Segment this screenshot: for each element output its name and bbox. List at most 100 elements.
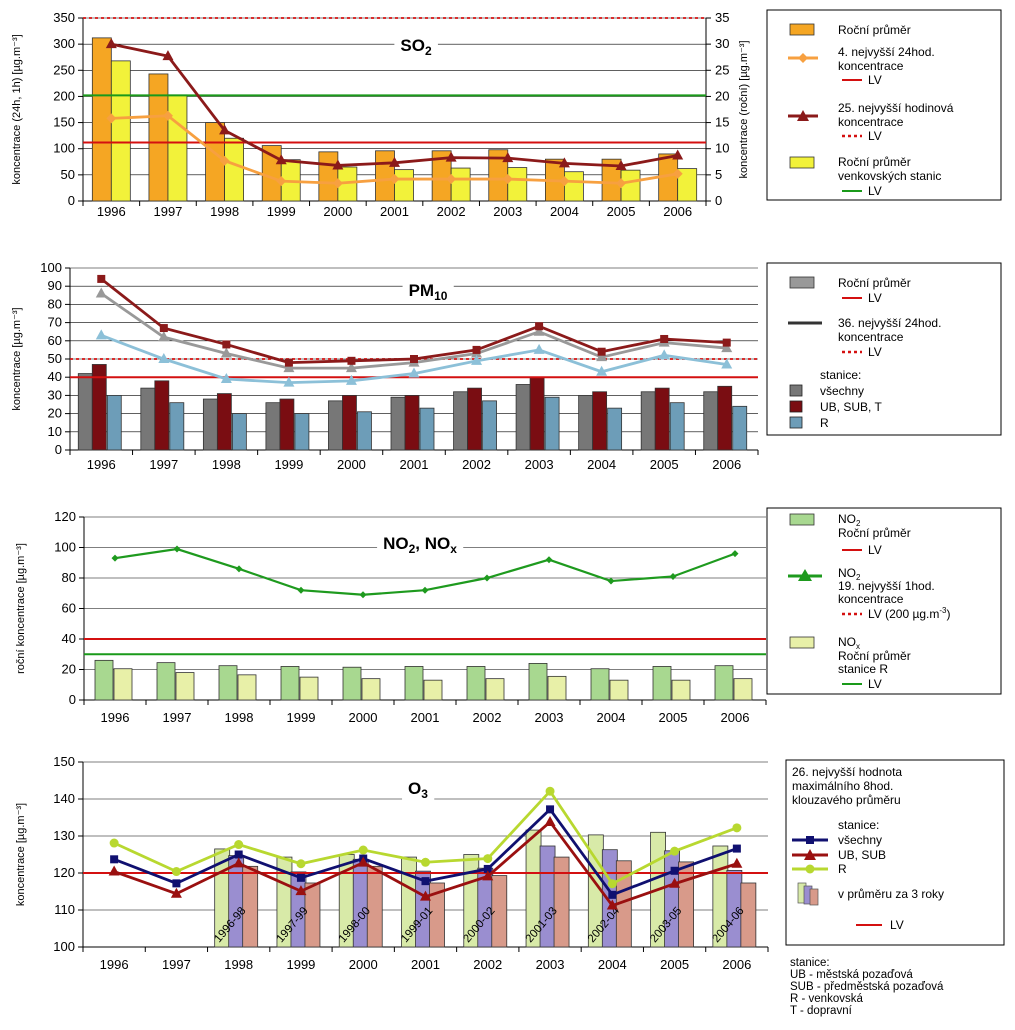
y-tick-label: 60 [48,333,62,348]
y-axis-label: koncentrace [µg.m⁻³] [11,307,23,410]
y-tick-label-right: 35 [715,10,729,25]
x-tick-label: 1999 [286,957,315,972]
x-tick-label: 2005 [607,204,636,219]
legend-label: 4. nejvyšší 24hod. [838,45,935,59]
legend-label: Roční průměr [838,155,911,169]
point [105,38,117,49]
legend-label: Roční průměr [838,649,911,663]
y-axis-label: koncentrace (24h, 1h) [µg.m⁻³] [11,34,23,184]
bar [553,856,570,948]
bar [106,394,122,451]
x-tick-label: 2003 [535,710,564,725]
point [276,176,287,187]
legend-label: klouzavého průměru [792,793,901,807]
legend-swatch-rural [789,156,815,169]
bar [318,151,339,202]
y-tick-label-right: 20 [715,88,729,103]
point [345,362,357,373]
point [606,899,618,910]
triangle-marker-icon [804,849,816,860]
bar [429,882,445,948]
x-tick-label: 2006 [721,710,750,725]
bar [450,167,471,202]
x-tick-label: 1998 [210,204,239,219]
legend-label: koncentrace [838,330,904,344]
point [544,815,556,826]
point [106,113,117,124]
bar [654,387,670,451]
bar [717,385,733,451]
point [732,844,741,853]
point [170,887,182,898]
legend-label: LV [868,73,882,87]
x-tick-label: 2001 [411,710,440,725]
point [721,342,733,353]
x-tick-label: 2003 [493,204,522,219]
x-tick-label: 2001 [411,957,440,972]
legend-label: v průměru za 3 roky [838,887,944,901]
point [596,365,608,376]
x-tick-label: 1998 [212,457,241,472]
legend-label: UB, SUB, T [820,400,882,414]
x-tick-label: 1997 [149,457,178,472]
legend-swatch-nox [789,636,815,649]
y-tick-label: 80 [62,570,76,585]
series-line [111,42,678,168]
point [109,838,119,848]
legend-label: Roční průměr [838,23,911,37]
bar [242,865,259,948]
legend-label: všechny [820,384,864,398]
legend-label: 25. nejvyšší hodinová [838,101,954,115]
bar [652,666,672,701]
point [483,574,491,582]
legend-swatch-r [789,416,803,429]
diamond-marker-icon [798,53,808,63]
legend-label: LV [868,184,882,198]
point [721,358,733,369]
legend-label: koncentrace [838,115,904,129]
y-tick-label: 140 [53,791,75,806]
point [111,554,119,562]
point [332,159,344,170]
point [533,325,545,336]
chart-title: SO2 [400,36,432,58]
legend-swatch-annual [789,23,815,36]
legend-label: všechny [838,833,882,847]
bar [357,411,372,451]
point [159,324,168,333]
bar [299,676,319,701]
y-tick-label: 300 [53,36,75,51]
y-tick-label: 100 [54,540,76,555]
legend-label: NO2 [838,566,861,582]
point [95,287,107,298]
point [234,850,243,859]
point [332,178,343,189]
y-tick-label: 100 [53,141,75,156]
bar [304,882,321,948]
bar [669,402,685,451]
bar [224,137,244,202]
x-tick-label: 2002 [462,457,491,472]
y-tick-label: 90 [48,278,62,293]
point [558,157,570,168]
point [233,857,245,868]
legend-swatch-ub [789,400,803,413]
point [533,343,545,354]
x-tick-label: 2003 [525,457,554,472]
footnote: stanice: UB - městská pozaďová SUB - pře… [790,957,944,1017]
bar [361,678,381,701]
point [669,877,681,888]
point [234,840,244,850]
legend-frame [785,759,1005,946]
x-tick-label: 2000 [337,457,366,472]
legend-label: Roční průměr [838,526,911,540]
x-tick-label: 2004 [550,204,579,219]
bar [529,376,545,451]
chart-title-background [402,280,454,304]
x-tick-label: 1996 [97,204,126,219]
point [358,845,368,855]
bar [453,391,468,451]
point [410,355,418,363]
legend-label: LV [890,918,904,932]
bar [328,400,343,451]
